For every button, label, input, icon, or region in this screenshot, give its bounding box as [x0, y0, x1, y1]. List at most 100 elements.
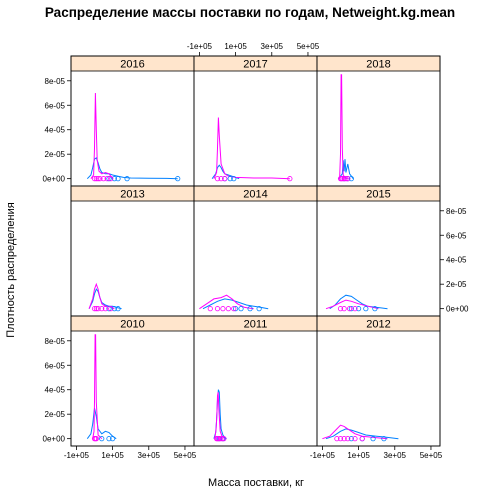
- panel-plot-2013: [88, 282, 122, 312]
- point-blue-2018: [348, 176, 354, 182]
- panel-plot-2018: [337, 74, 354, 182]
- point-magenta-2018: [343, 176, 349, 182]
- y-tick-label: 6e-05: [45, 361, 66, 370]
- y-tick-label: 0e+00: [43, 435, 66, 444]
- y-tick-label: 2e-05: [446, 280, 467, 289]
- point-magenta-2017: [218, 176, 224, 182]
- strip-label-2011: 2011: [244, 319, 268, 331]
- point-magenta-2014: [220, 306, 226, 312]
- panel-plot-2012: [322, 424, 399, 442]
- y-axis-title: Плотность распределения: [5, 202, 17, 337]
- point-magenta-2011: [221, 436, 227, 442]
- density-line-magenta-2014: [199, 294, 254, 310]
- point-magenta-2015: [346, 306, 353, 312]
- density-line-magenta-2012: [322, 424, 388, 440]
- strip-label-2015: 2015: [366, 189, 390, 201]
- point-blue-2016: [124, 176, 130, 182]
- point-magenta-2010: [93, 436, 99, 442]
- strip-label-2014: 2014: [243, 189, 267, 201]
- x-tick-label: 5e+05: [297, 42, 320, 51]
- outer-frame: [70, 55, 441, 447]
- point-blue-2013: [115, 306, 121, 312]
- y-tick-label: 8e-05: [45, 77, 66, 86]
- density-line-blue-2018: [338, 159, 354, 179]
- point-magenta-2016: [93, 176, 99, 182]
- point-blue-2010: [99, 436, 105, 442]
- point-blue-2015: [356, 306, 362, 312]
- point-blue-2010: [106, 436, 112, 442]
- y-tick-label: 4e-05: [45, 126, 66, 135]
- point-blue-2014: [233, 306, 239, 312]
- x-tick-label: -1e+05: [310, 451, 336, 460]
- point-blue-2017: [227, 176, 233, 182]
- strip-label-2017: 2017: [243, 59, 267, 71]
- strip-label-2016: 2016: [120, 59, 144, 71]
- y-tick-label: 0e+00: [43, 175, 66, 184]
- point-magenta-2016: [100, 176, 107, 182]
- point-magenta-2013: [108, 306, 114, 312]
- y-tick-label: 4e-05: [446, 256, 467, 265]
- point-magenta-2015: [341, 306, 347, 312]
- point-magenta-2016: [95, 176, 101, 182]
- point-blue-2014: [256, 306, 262, 312]
- panel-plot-2016: [86, 92, 181, 182]
- point-magenta-2011: [215, 436, 222, 442]
- point-magenta-2017: [287, 176, 293, 182]
- point-blue-2016: [115, 176, 121, 182]
- point-magenta-2012: [352, 436, 358, 442]
- point-magenta-2016: [104, 176, 110, 182]
- point-blue-2016: [175, 176, 181, 182]
- x-tick-label: -1e+05: [187, 42, 213, 51]
- point-magenta-2011: [217, 436, 223, 442]
- strip-label-2012: 2012: [366, 319, 390, 331]
- chart-title: Распределение массы поставки по годам, N…: [45, 5, 455, 20]
- panel-plot-2010: [86, 334, 117, 442]
- density-line-blue-2012: [325, 428, 399, 440]
- density-line-magenta-2013: [88, 282, 115, 310]
- point-magenta-2013: [95, 306, 101, 312]
- y-tick-label: 8e-05: [446, 207, 467, 216]
- point-blue-2016: [106, 176, 112, 182]
- strip-label-2013: 2013: [120, 189, 144, 201]
- point-magenta-2011: [219, 436, 225, 442]
- point-magenta-2018: [345, 176, 351, 182]
- density-line-blue-2014: [202, 298, 269, 310]
- y-tick-label: 4e-05: [45, 386, 66, 395]
- density-line-magenta-2011: [214, 392, 226, 440]
- density-line-magenta-2015: [325, 299, 379, 310]
- point-magenta-2013: [102, 306, 108, 312]
- x-tick-label: 1e+05: [101, 451, 124, 460]
- point-magenta-2017: [222, 176, 228, 182]
- axes-group: -1e+05 1e+05 3e+05 5e+05 -1e+05 1e+05 3e+05 5e+…: [43, 42, 469, 460]
- density-line-magenta-2016: [90, 92, 114, 179]
- point-blue-2014: [238, 306, 244, 312]
- point-blue-2017: [231, 176, 237, 182]
- point-magenta-2018: [339, 176, 345, 182]
- strip-label-2018: 2018: [366, 59, 390, 71]
- point-blue-2013: [106, 306, 112, 312]
- y-tick-label: 6e-05: [446, 231, 467, 240]
- panel-plot-2014: [199, 294, 269, 312]
- point-magenta-2013: [99, 306, 105, 312]
- point-magenta-2016: [91, 176, 98, 182]
- x-axis-title: Масса поставки, кг: [208, 477, 304, 489]
- point-blue-2010: [110, 436, 116, 442]
- y-tick-label: 2e-05: [45, 410, 66, 419]
- point-magenta-2014: [214, 306, 221, 312]
- point-magenta-2013: [93, 306, 99, 312]
- point-blue-2016: [111, 176, 118, 182]
- point-magenta-2017: [214, 176, 221, 182]
- x-tick-label: -1e+05: [64, 451, 90, 460]
- point-magenta-2012: [337, 436, 344, 442]
- y-tick-label: 0e+00: [446, 305, 469, 314]
- point-magenta-2013: [91, 306, 98, 312]
- point-magenta-2014: [225, 306, 231, 312]
- y-tick-label: 8e-05: [45, 337, 66, 346]
- panel-plot-2015: [325, 294, 388, 312]
- point-magenta-2015: [337, 306, 344, 312]
- panel-plot-2017: [211, 117, 293, 182]
- x-tick-label: 3e+05: [384, 451, 407, 460]
- x-tick-label: 5e+05: [420, 451, 443, 460]
